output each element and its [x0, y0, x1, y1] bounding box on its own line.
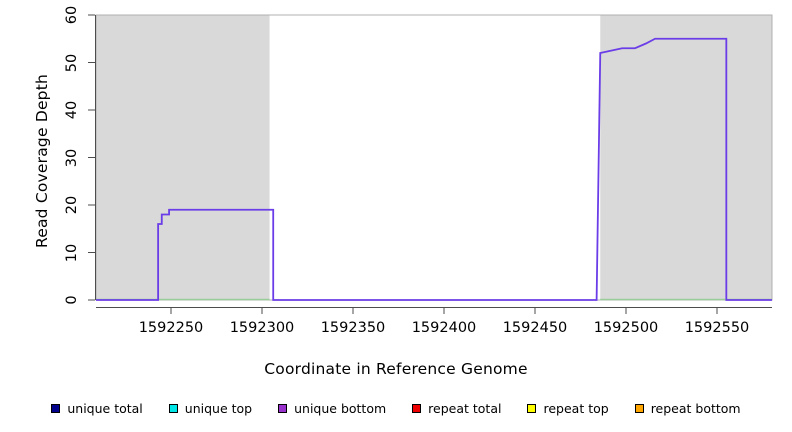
shaded-region-right: [600, 15, 772, 300]
x-tick-label-1592400: 1592400: [411, 320, 477, 336]
x-tick-label-1592300: 1592300: [229, 320, 295, 336]
legend-label-repeat-top: repeat top: [543, 400, 609, 416]
y-tick-label-40: 40: [64, 100, 80, 120]
legend-item-unique-top[interactable]: unique top: [168, 400, 253, 416]
legend-swatch-unique-top: [168, 403, 178, 413]
legend-swatch-unique-total: [51, 403, 61, 413]
legend-item-repeat-top[interactable]: repeat top: [527, 400, 609, 416]
legend-item-unique-bottom[interactable]: unique bottom: [278, 401, 386, 416]
y-tick-label-10: 10: [64, 243, 80, 262]
legend-swatch-repeat-total: [412, 403, 422, 413]
series-unique-bottom-line: [96, 37, 772, 301]
shaded-region-left: [96, 15, 270, 300]
chart-legend: unique total unique top unique bottom re…: [0, 398, 792, 418]
x-tick-label-1592250: 1592250: [138, 320, 204, 336]
y-tick-label-0: 0: [64, 295, 80, 305]
x-tick-label-1592450: 1592450: [502, 320, 568, 336]
legend-swatch-repeat-top: [527, 403, 537, 413]
legend-label-unique-total: unique total: [67, 400, 143, 416]
legend-item-unique-total[interactable]: unique total: [51, 400, 143, 416]
legend-label-repeat-bottom: repeat bottom: [650, 400, 741, 416]
legend-swatch-repeat-bottom: [634, 403, 644, 413]
legend-label-unique-bottom: unique bottom: [294, 400, 387, 416]
y-tick-label-30: 30: [64, 148, 80, 167]
legend-item-repeat-total[interactable]: repeat total: [412, 401, 501, 416]
y-tick-label-50: 50: [64, 53, 80, 72]
legend-label-repeat-total: repeat total: [428, 400, 502, 416]
y-axis-title: Read Coverage Depth: [33, 73, 51, 249]
y-axis-ticks: [88, 14, 95, 301]
legend-label-unique-top: unique top: [184, 400, 253, 416]
x-tick-label-1592350: 1592350: [320, 320, 386, 336]
legend-item-repeat-bottom[interactable]: repeat bottom: [634, 400, 741, 416]
x-tick-label-1592500: 1592500: [593, 320, 659, 336]
x-tick-label-1592550: 1592550: [684, 320, 750, 336]
y-tick-label-20: 20: [64, 195, 80, 215]
legend-swatch-unique-bottom: [278, 403, 288, 413]
x-axis-title: Coordinate in Reference Genome: [264, 360, 528, 378]
x-axis-ticks: [170, 307, 718, 314]
y-tick-label-60: 60: [64, 5, 80, 25]
